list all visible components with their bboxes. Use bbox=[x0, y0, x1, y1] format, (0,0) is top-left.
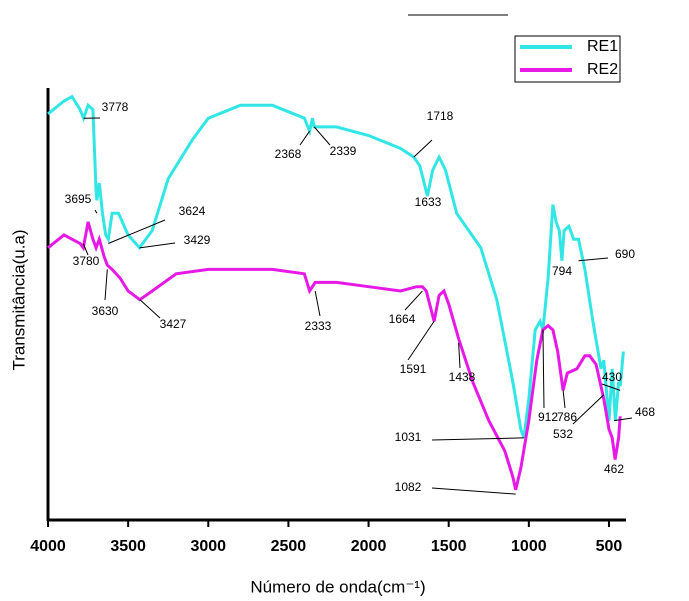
annotation-line bbox=[562, 390, 566, 409]
annotation-label: 786 bbox=[557, 410, 577, 424]
annotation-line bbox=[413, 139, 433, 158]
annotation-label: 3624 bbox=[179, 204, 206, 218]
annotation-label: 2368 bbox=[275, 147, 302, 161]
annotation-label: 3778 bbox=[102, 100, 129, 114]
x-axis-label: Número de onda(cm⁻¹) bbox=[250, 577, 425, 596]
x-tick-label: 500 bbox=[596, 538, 623, 555]
annotation-line bbox=[404, 290, 423, 311]
annotation-line bbox=[458, 342, 461, 369]
y-axis-label: Transmitância(u.a) bbox=[9, 229, 28, 370]
annotation-label: 1664 bbox=[389, 312, 416, 326]
annotation-label: 1031 bbox=[395, 430, 422, 444]
annotation-line bbox=[578, 257, 609, 262]
annotation-label: 462 bbox=[604, 462, 624, 476]
annotation-label: 912 bbox=[538, 410, 558, 424]
x-tick-label: 2000 bbox=[351, 538, 387, 555]
legend-label: RE2 bbox=[587, 61, 618, 78]
x-tick-label: 1000 bbox=[511, 538, 547, 555]
annotation-line bbox=[139, 299, 161, 319]
annotation-line bbox=[139, 242, 176, 249]
annotation-label: 468 bbox=[635, 405, 655, 419]
annotation-label: 430 bbox=[602, 370, 622, 384]
annotation-label: 3427 bbox=[160, 317, 187, 331]
x-tick-label: 3500 bbox=[110, 538, 146, 555]
x-tick-label: 2500 bbox=[271, 538, 307, 555]
x-tick-label: 3000 bbox=[190, 538, 226, 555]
x-tick-label: 4000 bbox=[30, 538, 66, 555]
annotation-line bbox=[542, 329, 545, 409]
annotation-line bbox=[313, 126, 331, 146]
annotation-line bbox=[94, 209, 98, 214]
annotation-line bbox=[299, 130, 310, 146]
annotation-label: 532 bbox=[553, 427, 573, 441]
annotation-line bbox=[108, 219, 166, 244]
annotation-label: 690 bbox=[615, 247, 635, 261]
legend-label: RE1 bbox=[587, 38, 618, 55]
annotation-label: 3429 bbox=[184, 233, 211, 247]
annotation-label: 3695 bbox=[65, 192, 92, 206]
annotation-label: 2333 bbox=[305, 319, 332, 333]
annotation-label: 3780 bbox=[73, 254, 100, 268]
annotation-line bbox=[572, 394, 605, 425]
annotation-label: 1591 bbox=[400, 362, 427, 376]
annotation-label: 2339 bbox=[330, 144, 357, 158]
annotation-label: 1633 bbox=[415, 195, 442, 209]
annotation-line bbox=[431, 487, 516, 495]
annotation-line bbox=[431, 437, 524, 441]
series-line bbox=[47, 94, 625, 439]
annotation-line bbox=[104, 269, 108, 301]
annotation-line bbox=[407, 321, 435, 361]
annotation-label: 3630 bbox=[92, 304, 119, 318]
annotation-line bbox=[614, 417, 633, 422]
annotation-line bbox=[314, 290, 321, 317]
annotation-label: 1438 bbox=[449, 370, 476, 384]
annotation-label: 1718 bbox=[427, 109, 454, 123]
annotation-label: 1082 bbox=[395, 480, 422, 494]
x-tick-label: 1500 bbox=[431, 538, 467, 555]
annotation-line bbox=[601, 383, 621, 391]
annotation-label: 794 bbox=[552, 264, 572, 278]
annotation-line bbox=[82, 243, 89, 256]
series-line bbox=[47, 221, 622, 491]
legend-box bbox=[514, 35, 621, 83]
